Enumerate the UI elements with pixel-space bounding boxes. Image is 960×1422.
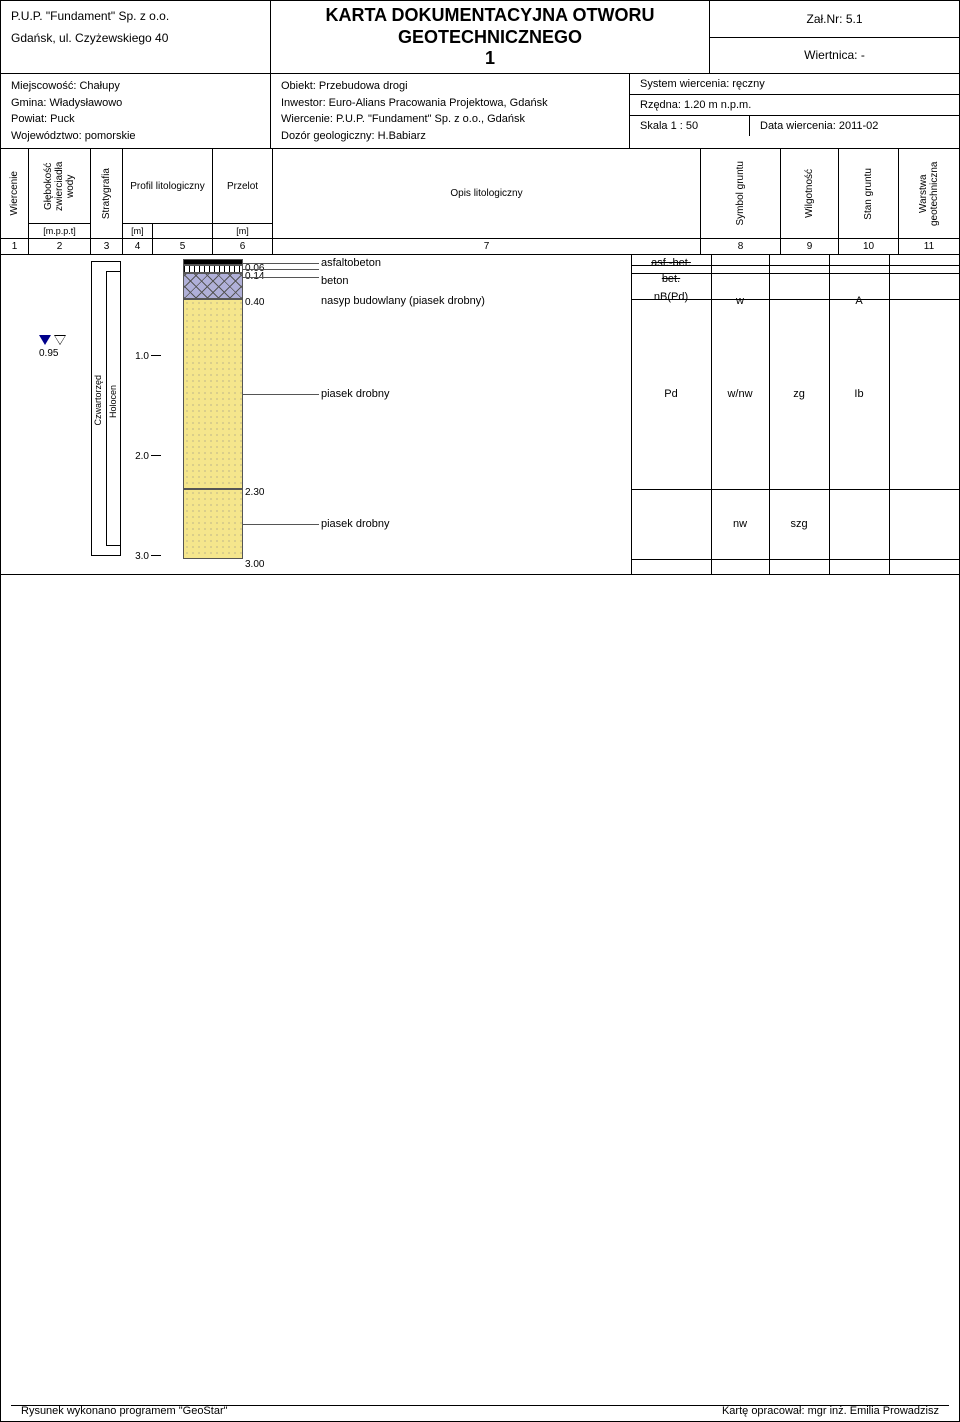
skala: Skala 1 : 50 [630, 116, 750, 136]
strat-outer-label: Czwartorzęd [93, 375, 103, 426]
doc-title: KARTA DOKUMENTACYJNA OTWORU GEOTECHNICZN… [275, 5, 705, 48]
footer: Rysunek wykonano programem "GeoStar" Kar… [1, 1405, 959, 1417]
wojewodztwo: Województwo: pomorskie [11, 128, 260, 145]
litho-description: asfaltobeton [321, 257, 381, 269]
colnum-5: 5 [153, 239, 213, 254]
colnum-3: 3 [91, 239, 123, 254]
colnum-9: 9 [781, 239, 839, 254]
system-wiercenia: System wiercenia: ręczny [630, 74, 959, 95]
col-profil: Profil litologiczny [123, 149, 212, 223]
col-stratygrafia: Stratygrafia [101, 168, 112, 219]
colnum-1: 1 [1, 239, 29, 254]
colnum-11: 11 [899, 239, 959, 254]
colnum-10: 10 [839, 239, 899, 254]
cell-symbol: nB(Pd) [631, 291, 711, 303]
colnum-7: 7 [273, 239, 701, 254]
attach-box: Zał.Nr: 5.1 Wiertnica: - [709, 1, 959, 73]
water-triangle-open-icon [54, 335, 66, 345]
col-opis: Opis litologiczny [450, 188, 522, 199]
depth-tick: 2.0 [151, 455, 161, 456]
karta-page: P.U.P. "Fundament" Sp. z o.o. Gdańsk, ul… [0, 0, 960, 1422]
inwestor: Inwestor: Euro-Alians Pracowania Projekt… [281, 95, 619, 112]
depth-tick: 1.0 [151, 355, 161, 356]
col-glebokosc: Głębokość zwierciadła wody [43, 149, 76, 223]
cell-wilg: nw [711, 518, 769, 530]
col-profil-unit: [m] [123, 224, 153, 238]
przelot-value: 0.40 [245, 297, 264, 308]
litho-description: beton [321, 275, 349, 287]
cell-symbol: bet. [631, 273, 711, 285]
cell-warstwa: A [829, 295, 889, 307]
col-glebokosc-unit: [m.p.p.t] [29, 223, 90, 238]
company-box: P.U.P. "Fundament" Sp. z o.o. Gdańsk, ul… [1, 1, 271, 73]
bore-number: 1 [275, 48, 705, 69]
cell-stan: szg [769, 518, 829, 530]
footer-left: Rysunek wykonano programem "GeoStar" [21, 1405, 228, 1417]
colnum-6: 6 [213, 239, 273, 254]
colnum-8: 8 [701, 239, 781, 254]
location-box: Miejscowość: Chałupy Gmina: Władysławowo… [1, 74, 271, 148]
cell-wilg: w/nw [711, 388, 769, 400]
litho-description: piasek drobny [321, 518, 390, 530]
col-wilgotnosc: Wilgotność [804, 169, 815, 218]
obiekt: Obiekt: Przebudowa drogi [281, 78, 619, 95]
col-wiercenie: Wiercenie [9, 171, 20, 215]
layer-pattern [183, 273, 243, 299]
cell-wilg: w [711, 295, 769, 307]
water-depth: 0.95 [39, 348, 58, 359]
layer-pattern [183, 265, 243, 273]
water-triangle-filled-icon [39, 335, 51, 345]
column-headers: Wiercenie Głębokość zwierciadła wody [m.… [1, 149, 959, 239]
header-row: P.U.P. "Fundament" Sp. z o.o. Gdańsk, ul… [1, 1, 959, 74]
project-box: Obiekt: Przebudowa drogi Inwestor: Euro-… [271, 74, 629, 148]
cell-stan: zg [769, 388, 829, 400]
drilling-box: System wiercenia: ręczny Rzędna: 1.20 m … [629, 74, 959, 148]
cell-symbol: asf.-bet. [631, 257, 711, 269]
litho-description: nasyp budowlany (piasek drobny) [321, 295, 485, 307]
layer-pattern [183, 299, 243, 489]
col-symbol: Symbol gruntu [735, 161, 746, 225]
przelot-value: 2.30 [245, 487, 264, 498]
title-box: KARTA DOKUMENTACYJNA OTWORU GEOTECHNICZN… [271, 1, 709, 73]
strat-inner-label: Holocen [108, 385, 118, 418]
col-przelot: Przelot [227, 149, 258, 223]
col-stan: Stan gruntu [863, 168, 874, 220]
profile-column [183, 255, 243, 574]
col-warstwa: Warstwa geotechniczna [918, 149, 940, 238]
borehole-body: Czwartorzęd Holocen 0.95 1.0 2.0 3.0 asfal… [1, 255, 959, 575]
data-wiercenia: Data wiercenia: 2011-02 [760, 120, 878, 132]
attach-no: Zał.Nr: 5.1 [710, 1, 959, 38]
colnum-4: 4 [123, 239, 153, 254]
litho-description: piasek drobny [321, 388, 390, 400]
layer-pattern [183, 489, 243, 559]
company-name: P.U.P. "Fundament" Sp. z o.o. [11, 9, 260, 23]
cell-symbol: Pd [631, 388, 711, 400]
bottom-depth: 3.00 [245, 559, 264, 570]
colnum-2: 2 [29, 239, 91, 254]
powiat: Powiat: Puck [11, 111, 260, 128]
depth-tick: 3.0 [151, 555, 161, 556]
water-mark: 0.95 [39, 335, 66, 359]
footer-right: Kartę opracował: mgr inż. Emilia Prowadz… [722, 1405, 939, 1417]
info-row: Miejscowość: Chałupy Gmina: Władysławowo… [1, 74, 959, 149]
cell-warstwa: Ib [829, 388, 889, 400]
column-numbers: 1 2 3 4 5 6 7 8 9 10 11 [1, 239, 959, 255]
dozor: Dozór geologiczny: H.Babiarz [281, 128, 619, 145]
company-address: Gdańsk, ul. Czyżewskiego 40 [11, 31, 260, 45]
miejscowosc: Miejscowość: Chałupy [11, 78, 260, 95]
wiercenie: Wiercenie: P.U.P. "Fundament" Sp. z o.o.… [281, 111, 619, 128]
rzedna: Rzędna: 1.20 m n.p.m. [630, 95, 959, 116]
wiertnica: Wiertnica: - [710, 38, 959, 74]
gmina: Gmina: Władysławowo [11, 95, 260, 112]
col-przelot-unit: [m] [213, 223, 272, 238]
